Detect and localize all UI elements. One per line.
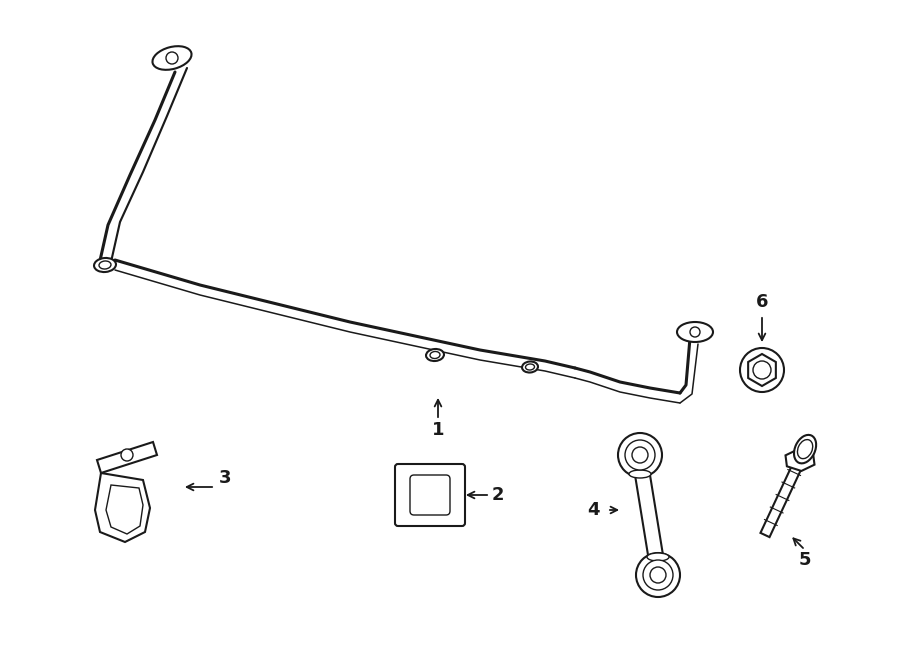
Circle shape [166, 52, 178, 64]
Circle shape [643, 560, 673, 590]
Ellipse shape [152, 46, 192, 70]
Ellipse shape [522, 362, 538, 373]
Ellipse shape [794, 435, 816, 463]
Ellipse shape [647, 553, 669, 561]
Ellipse shape [430, 352, 440, 358]
Ellipse shape [99, 261, 111, 269]
Circle shape [636, 553, 680, 597]
Ellipse shape [797, 440, 813, 459]
Ellipse shape [526, 364, 535, 370]
Polygon shape [97, 442, 157, 473]
Text: 6: 6 [756, 293, 769, 311]
Ellipse shape [94, 258, 116, 272]
Circle shape [650, 567, 666, 583]
Circle shape [740, 348, 784, 392]
Circle shape [753, 361, 771, 379]
Circle shape [618, 433, 662, 477]
Polygon shape [760, 458, 805, 537]
Text: 2: 2 [491, 486, 504, 504]
Circle shape [625, 440, 655, 470]
Text: 1: 1 [432, 421, 445, 439]
Polygon shape [635, 475, 663, 555]
Circle shape [690, 327, 700, 337]
Polygon shape [786, 449, 815, 471]
Text: 4: 4 [587, 501, 599, 519]
Text: 3: 3 [219, 469, 231, 487]
Ellipse shape [629, 470, 651, 478]
Polygon shape [748, 354, 776, 386]
Text: 5: 5 [799, 551, 811, 569]
Ellipse shape [677, 322, 713, 342]
FancyBboxPatch shape [395, 464, 465, 526]
Circle shape [632, 447, 648, 463]
Circle shape [121, 449, 133, 461]
Ellipse shape [426, 349, 444, 361]
FancyBboxPatch shape [410, 475, 450, 515]
